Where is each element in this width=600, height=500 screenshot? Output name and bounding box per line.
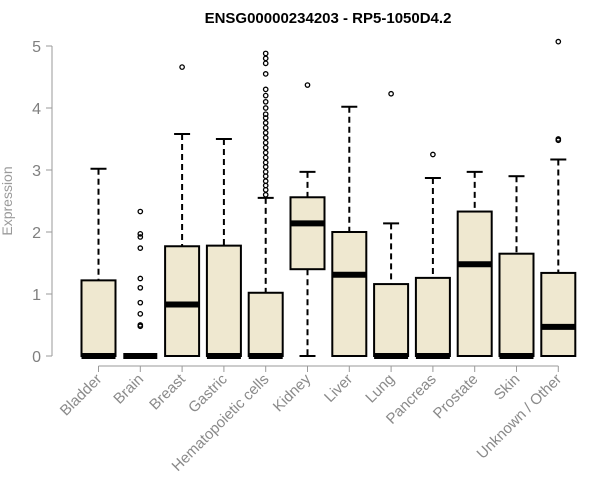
box-group	[456, 170, 493, 357]
x-tick-label: Liver	[321, 371, 356, 406]
outlier-point	[262, 105, 269, 111]
y-tick-label: 1	[32, 287, 41, 304]
outlier-point	[262, 92, 269, 99]
outlier-point	[262, 115, 269, 121]
outlier-point	[137, 284, 144, 291]
box-group	[123, 208, 158, 359]
outlier-point	[262, 149, 269, 156]
box-group	[80, 167, 117, 359]
outlier-point	[388, 90, 394, 97]
x-tick-label: Kidney	[270, 370, 315, 415]
outlier-point	[262, 71, 269, 77]
box-iqr	[373, 283, 410, 357]
y-tick-label: 3	[32, 163, 41, 180]
outlier-point	[137, 299, 144, 306]
box-group	[373, 90, 410, 359]
outlier-point	[262, 124, 269, 131]
outlier-point	[262, 134, 269, 141]
outlier-point	[137, 310, 144, 317]
outlier-point	[262, 55, 269, 62]
outlier-point	[179, 64, 185, 70]
box-group	[205, 138, 242, 359]
x-tick-label: Prostate	[430, 371, 482, 423]
box-iqr	[164, 245, 201, 357]
outlier-point	[137, 208, 144, 215]
chart-title: ENSG00000234203 - RP5-1050D4.2	[205, 10, 452, 27]
outlier-point	[137, 234, 144, 240]
outlier-point	[262, 120, 269, 126]
y-tick-label: 0	[32, 349, 41, 366]
y-axis: 0 1 2 3 4 5	[32, 39, 53, 366]
box-group	[164, 64, 201, 357]
x-tick-label: Lung	[362, 371, 398, 407]
outlier-point	[262, 129, 269, 136]
box-group	[331, 105, 368, 357]
outlier-point	[262, 86, 269, 93]
outlier-point	[262, 139, 269, 146]
box-iqr	[205, 244, 242, 357]
outlier-point	[137, 275, 144, 282]
outlier-point	[137, 231, 144, 237]
box-group	[289, 82, 326, 357]
y-tick-label: 4	[32, 101, 41, 118]
outlier-point	[430, 151, 436, 158]
box-group	[247, 50, 284, 359]
box-group	[498, 175, 535, 359]
box-iqr	[80, 279, 117, 357]
y-tick-label: 2	[32, 225, 41, 242]
outlier-point	[555, 38, 562, 45]
outlier-point	[555, 136, 562, 142]
outlier-point	[262, 50, 269, 57]
box-group	[540, 38, 577, 358]
outlier-point	[137, 245, 144, 251]
outlier-point	[262, 98, 269, 105]
outlier-point	[262, 111, 269, 118]
outlier-point	[262, 154, 269, 161]
x-tick-label: Brain	[110, 371, 147, 408]
boxes-layer	[80, 38, 577, 359]
box-iqr	[331, 231, 368, 357]
x-tick-label: Bladder	[57, 371, 106, 420]
box-iqr	[498, 252, 535, 357]
box-iqr	[456, 210, 493, 357]
box-iqr	[289, 196, 326, 271]
outlier-point	[262, 144, 269, 151]
outlier-point	[137, 322, 144, 328]
outlier-point	[262, 60, 269, 67]
box-iqr	[414, 276, 451, 358]
x-tick-label: Skin	[491, 371, 524, 404]
outlier-point	[262, 191, 269, 198]
box-iqr	[540, 271, 577, 358]
box-iqr	[247, 291, 284, 358]
y-tick-label: 5	[32, 39, 41, 56]
box-group	[414, 151, 451, 359]
outlier-point	[304, 82, 311, 88]
y-axis-label: Expression	[0, 166, 15, 235]
x-tick-label: Breast	[146, 370, 189, 413]
